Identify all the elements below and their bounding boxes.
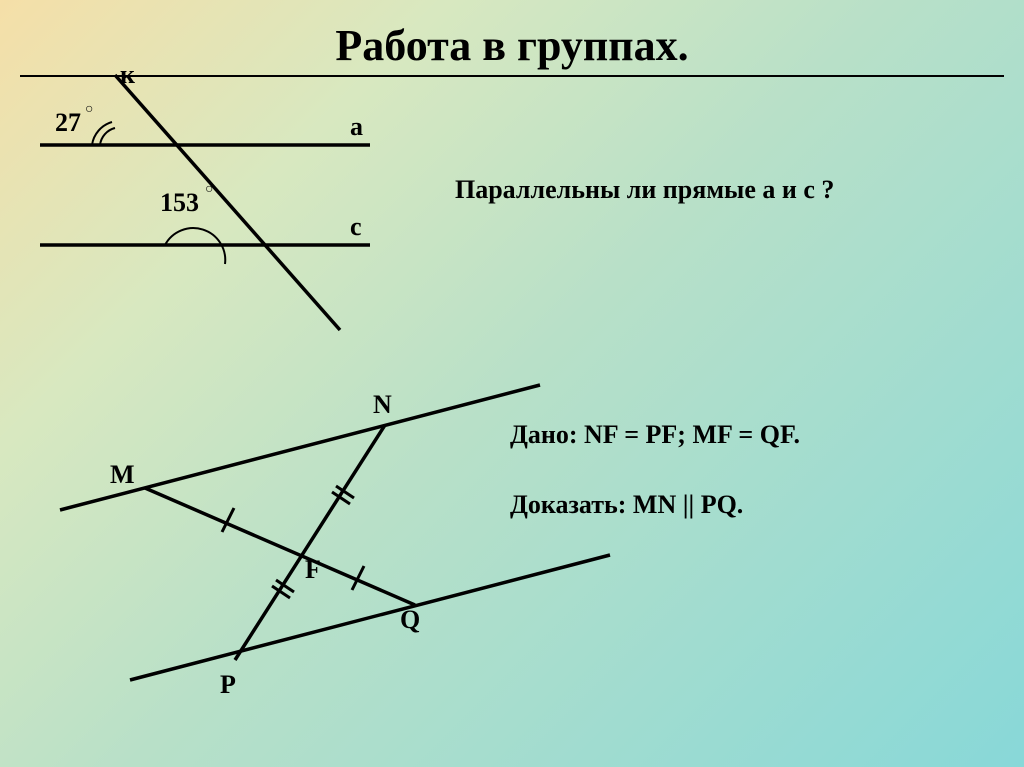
prove-text: Доказать: MN || PQ. — [510, 490, 743, 520]
label-n: N — [373, 390, 392, 420]
line-mn — [60, 385, 540, 510]
label-f: F — [305, 555, 321, 585]
diagram-2 — [0, 0, 1024, 767]
label-m: M — [110, 460, 135, 490]
label-p: P — [220, 670, 236, 700]
given-text: Дано: NF = PF; MF = QF. — [510, 420, 800, 450]
line-pq — [130, 555, 610, 680]
tick-mf — [222, 508, 234, 532]
label-q: Q — [400, 605, 420, 635]
